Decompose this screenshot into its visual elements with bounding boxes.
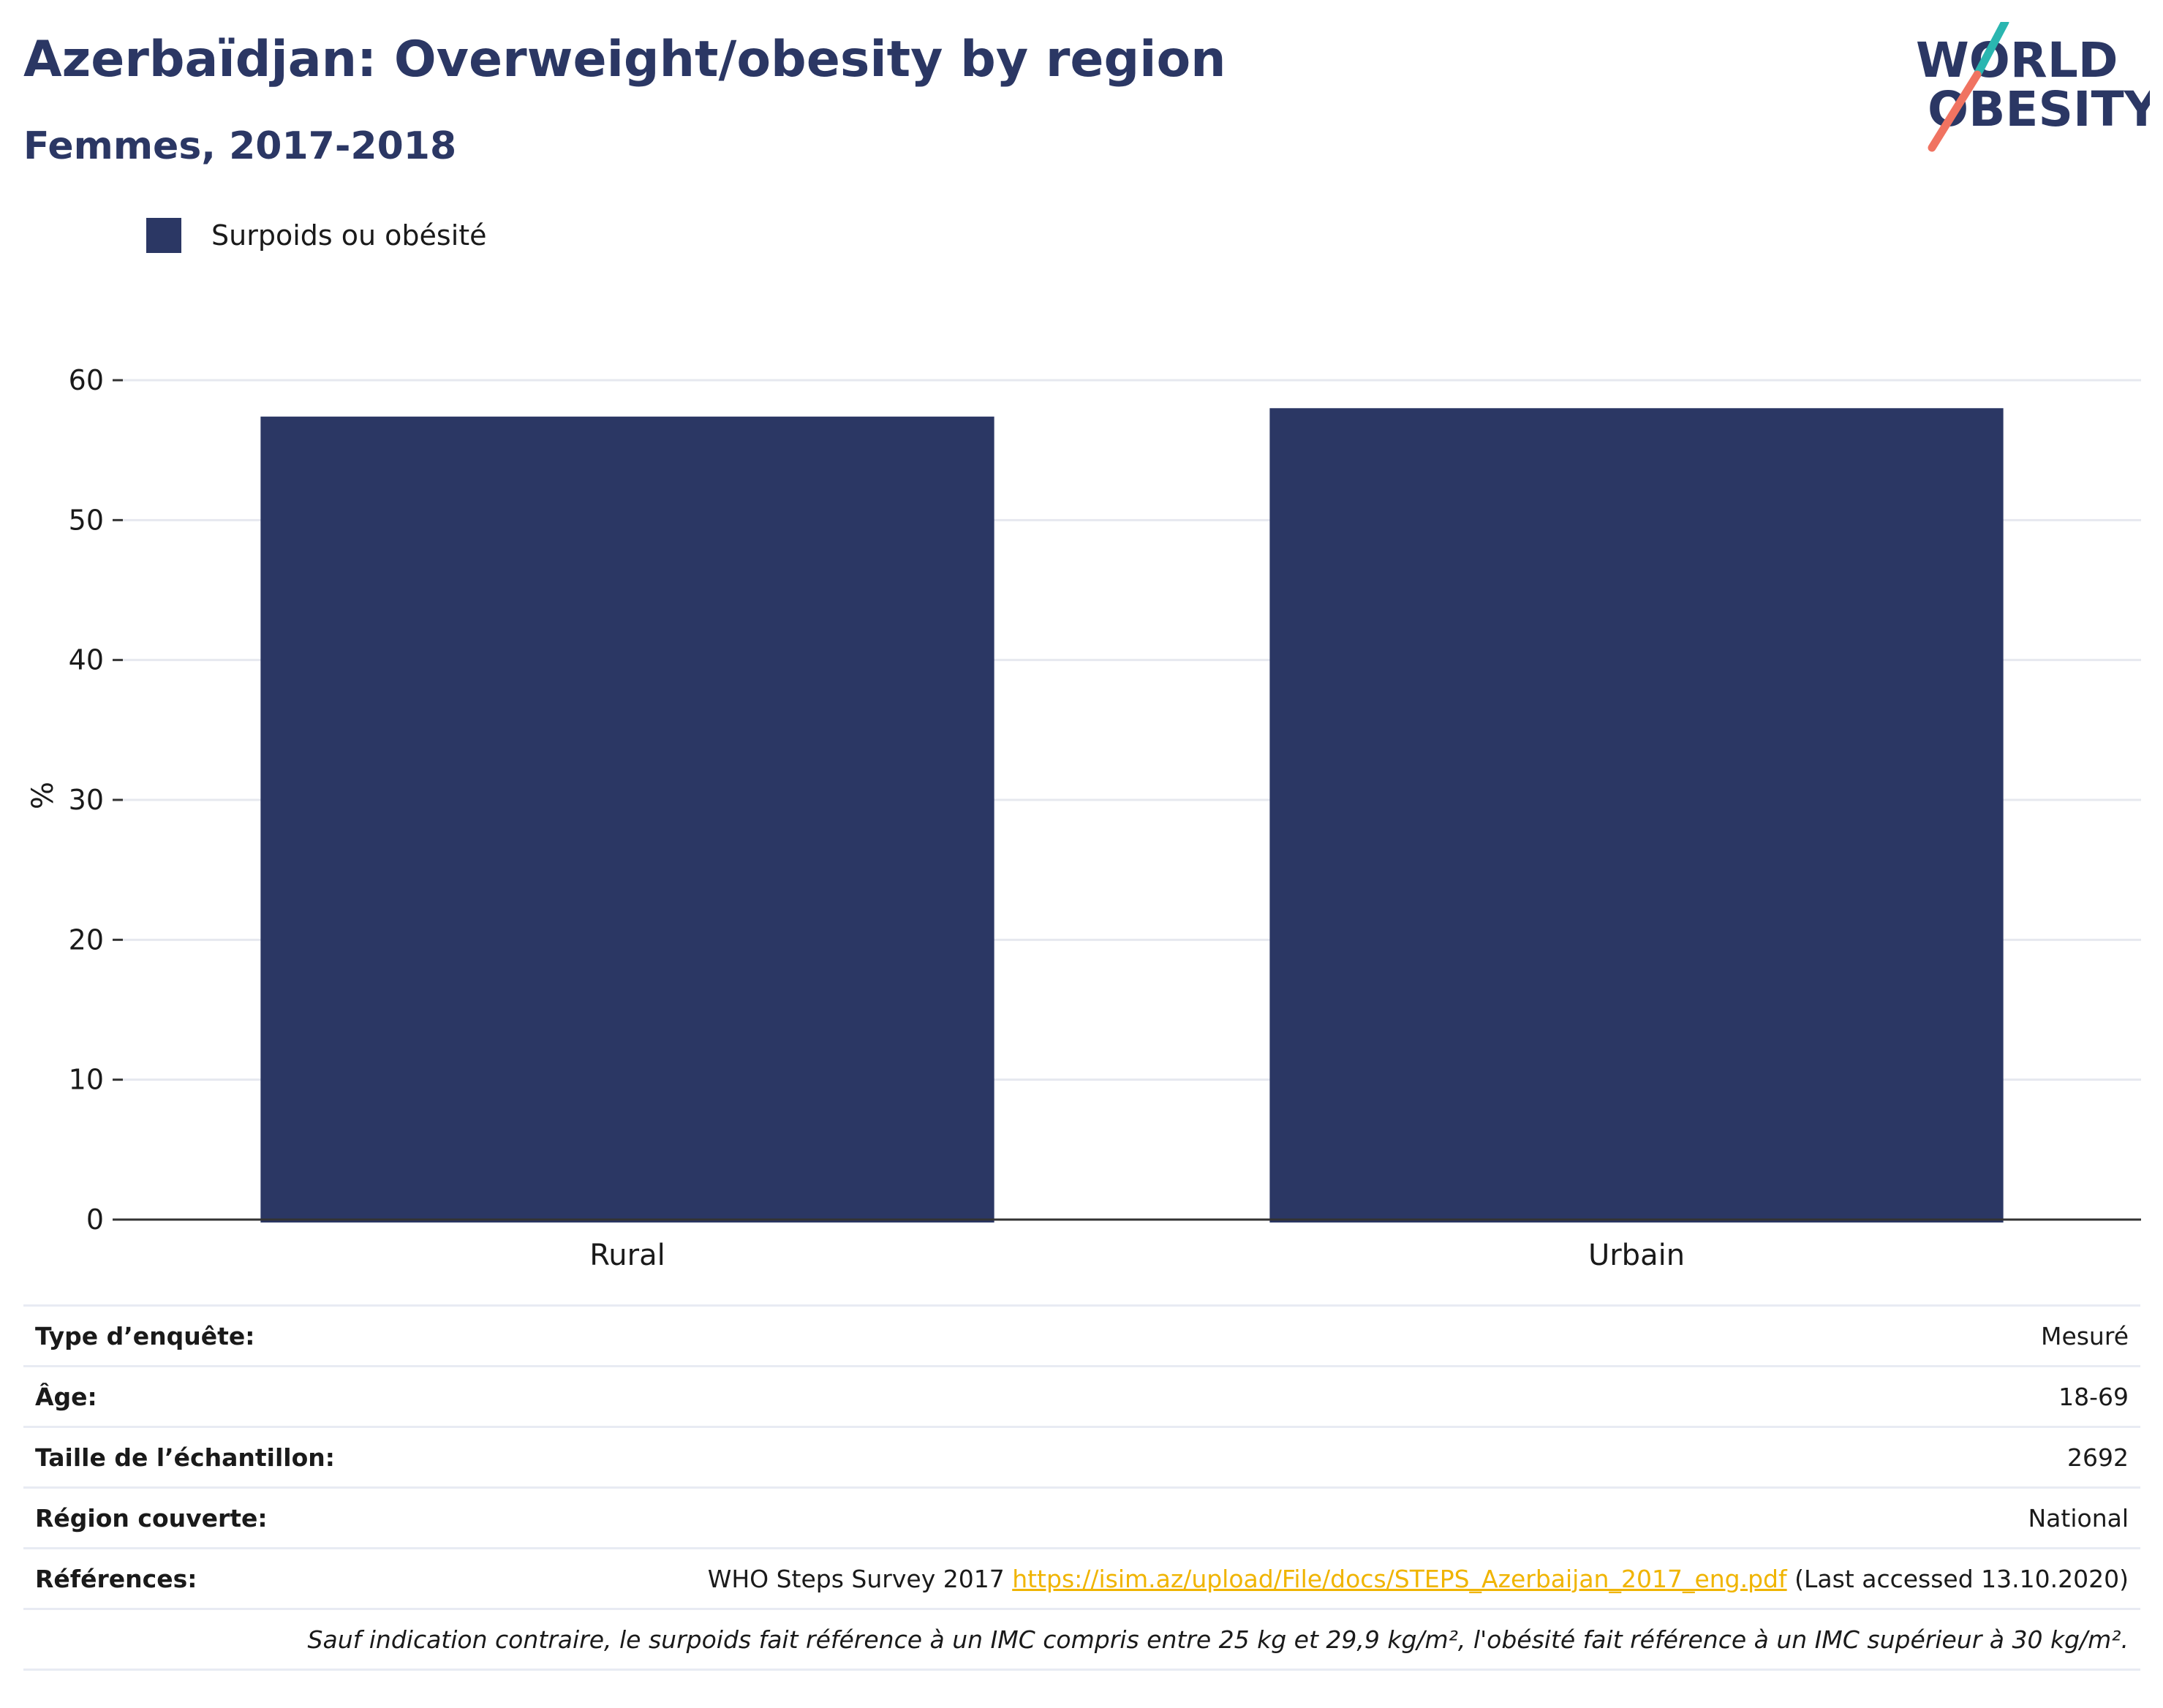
y-tick-label: 30 bbox=[69, 784, 104, 816]
bar-chart: 0 10 20 30 40 50 60 Rural Urbain % bbox=[26, 364, 2141, 1272]
axes: 0 10 20 30 40 50 60 Rural Urbain bbox=[69, 364, 2141, 1272]
y-axis-title: % bbox=[26, 782, 60, 809]
logo-word-obesity: OBESITY bbox=[1928, 81, 2150, 137]
reference-accessed: (Last accessed 13.10.2020) bbox=[1794, 1564, 2129, 1593]
survey-info-table: Type d’enquête: Mesuré Âge: 18-69 Taille… bbox=[23, 1304, 2140, 1671]
info-row-age: Âge: 18-69 bbox=[23, 1366, 2140, 1427]
info-row-survey-type: Type d’enquête: Mesuré bbox=[23, 1305, 2140, 1367]
age-label: Âge: bbox=[35, 1382, 97, 1411]
y-tick-label: 10 bbox=[69, 1064, 104, 1096]
reference-source: WHO Steps Survey 2017 bbox=[707, 1564, 1005, 1593]
bar-rural bbox=[260, 416, 994, 1223]
info-row-references: Références: WHO Steps Survey 2017 https:… bbox=[23, 1548, 2140, 1609]
region-value: National bbox=[2028, 1503, 2129, 1533]
y-tick-label: 20 bbox=[69, 923, 104, 956]
page-title: Azerbaïdjan: Overweight/obesity by regio… bbox=[23, 31, 1226, 88]
legend-label: Surpoids ou obésité bbox=[211, 219, 487, 252]
legend-swatch bbox=[146, 218, 181, 253]
definition-note: Sauf indication contraire, le surpoids f… bbox=[307, 1625, 2129, 1654]
bar-urbain bbox=[1269, 408, 2004, 1223]
sample-size-value: 2692 bbox=[2067, 1443, 2129, 1472]
logo-word-world: WORLD bbox=[1916, 32, 2118, 88]
survey-type-value: Mesuré bbox=[2040, 1321, 2129, 1350]
info-row-note: Sauf indication contraire, le surpoids f… bbox=[23, 1609, 2140, 1670]
x-tick-label: Rural bbox=[589, 1239, 665, 1272]
y-tick-label: 0 bbox=[86, 1203, 104, 1236]
world-obesity-logo: WORLD OBESITY bbox=[1901, 18, 2160, 154]
logo-slash-bottom bbox=[1928, 70, 1982, 152]
info-row-sample-size: Taille de l’échantillon: 2692 bbox=[23, 1427, 2140, 1488]
reference-link[interactable]: https://isim.az/upload/File/docs/STEPS_A… bbox=[1012, 1564, 1787, 1593]
y-tick-label: 50 bbox=[69, 504, 104, 536]
x-tick-label: Urbain bbox=[1588, 1239, 1685, 1272]
references-value: WHO Steps Survey 2017 https://isim.az/up… bbox=[402, 1549, 2140, 1609]
references-label: Références: bbox=[35, 1564, 197, 1593]
logo-slash-top bbox=[1973, 18, 2009, 79]
page-subtitle: Femmes, 2017-2018 bbox=[23, 124, 457, 168]
bars bbox=[260, 408, 2004, 1223]
survey-type-label: Type d’enquête: bbox=[35, 1321, 255, 1350]
sample-size-label: Taille de l’échantillon: bbox=[35, 1443, 335, 1472]
y-tick-label: 60 bbox=[69, 364, 104, 396]
info-row-region: Région couverte: National bbox=[23, 1487, 2140, 1549]
region-label: Région couverte: bbox=[35, 1503, 268, 1533]
y-tick-label: 40 bbox=[69, 644, 104, 676]
age-value: 18-69 bbox=[2058, 1382, 2129, 1411]
